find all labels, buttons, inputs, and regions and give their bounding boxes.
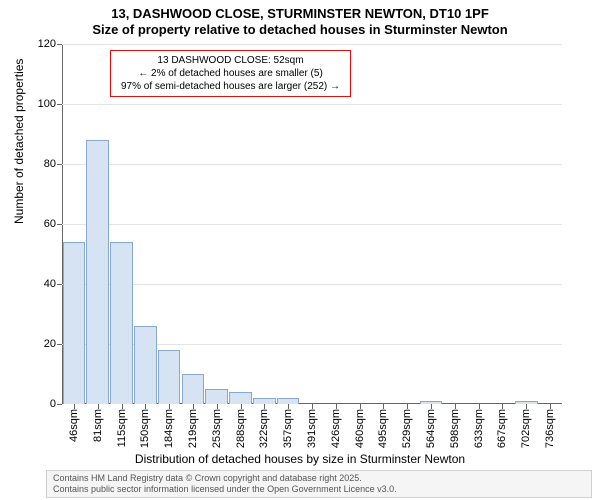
callout-line-2: ← 2% of detached houses are smaller (5) — [121, 67, 340, 80]
xtick-label: 81sqm — [92, 409, 104, 442]
xtick-label: 46sqm — [68, 409, 80, 442]
xtick-label: 564sqm — [425, 409, 437, 448]
ytick-mark — [57, 44, 62, 45]
histogram-bar — [63, 242, 86, 404]
ytick-mark — [57, 404, 62, 405]
footer-line-2: Contains public sector information licen… — [53, 484, 585, 495]
x-axis-title: Distribution of detached houses by size … — [0, 452, 600, 466]
ytick-label: 80 — [44, 158, 56, 170]
ytick-label: 60 — [44, 218, 56, 230]
xtick-label: 184sqm — [163, 409, 175, 448]
title-line-1: 13, DASHWOOD CLOSE, STURMINSTER NEWTON, … — [0, 6, 600, 22]
footer-attribution: Contains HM Land Registry data © Crown c… — [46, 470, 592, 499]
xtick-label: 495sqm — [377, 409, 389, 448]
xtick-label: 115sqm — [116, 409, 128, 447]
ytick-label: 0 — [50, 398, 56, 410]
xtick-label: 460sqm — [354, 409, 366, 448]
callout-line-1: 13 DASHWOOD CLOSE: 52sqm — [121, 54, 340, 67]
xtick-label: 667sqm — [496, 409, 508, 448]
xtick-label: 702sqm — [520, 409, 532, 448]
ytick-label: 100 — [38, 98, 56, 110]
ytick-mark — [57, 164, 62, 165]
plot-area: 13 DASHWOOD CLOSE: 52sqm ← 2% of detache… — [62, 44, 562, 404]
xtick-label: 426sqm — [330, 409, 342, 448]
xtick-label: 253sqm — [211, 409, 223, 448]
xtick-label: 219sqm — [187, 409, 199, 448]
ytick-mark — [57, 284, 62, 285]
histogram-bar — [134, 326, 157, 404]
ytick-mark — [57, 224, 62, 225]
y-axis-title: Number of detached properties — [12, 59, 26, 224]
callout-line-3: 97% of semi-detached houses are larger (… — [121, 80, 340, 93]
xtick-label: 357sqm — [282, 409, 294, 448]
ytick-mark — [57, 344, 62, 345]
ytick-mark — [57, 104, 62, 105]
xtick-label: 633sqm — [473, 409, 485, 448]
callout-box: 13 DASHWOOD CLOSE: 52sqm ← 2% of detache… — [110, 50, 351, 97]
bars-group — [62, 44, 562, 404]
histogram-bar — [205, 389, 228, 404]
title-line-2: Size of property relative to detached ho… — [0, 22, 600, 38]
ytick-label: 20 — [44, 338, 56, 350]
chart-container: 13, DASHWOOD CLOSE, STURMINSTER NEWTON, … — [0, 0, 600, 500]
xtick-label: 529sqm — [401, 409, 413, 448]
ytick-label: 120 — [38, 38, 56, 50]
histogram-bar — [229, 392, 252, 404]
histogram-bar — [182, 374, 205, 404]
xtick-label: 391sqm — [306, 409, 318, 448]
histogram-bar — [110, 242, 133, 404]
histogram-bar — [158, 350, 181, 404]
xtick-label: 288sqm — [235, 409, 247, 448]
xtick-label: 736sqm — [544, 409, 556, 448]
histogram-bar — [86, 140, 109, 404]
xtick-label: 322sqm — [258, 409, 270, 448]
xtick-label: 598sqm — [449, 409, 461, 448]
chart-title: 13, DASHWOOD CLOSE, STURMINSTER NEWTON, … — [0, 6, 600, 39]
xtick-label: 150sqm — [139, 409, 151, 448]
footer-line-1: Contains HM Land Registry data © Crown c… — [53, 473, 585, 484]
ytick-label: 40 — [44, 278, 56, 290]
